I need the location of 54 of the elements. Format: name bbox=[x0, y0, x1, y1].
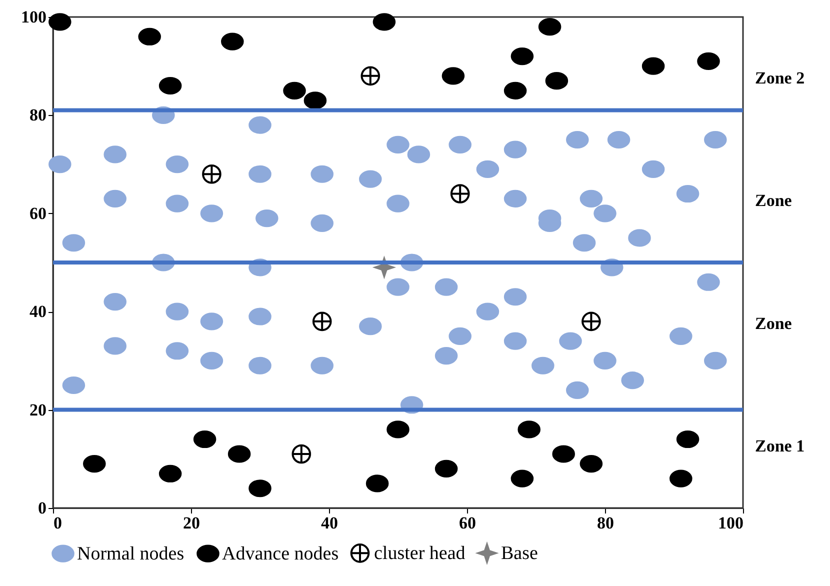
point bbox=[386, 420, 410, 438]
point bbox=[372, 13, 396, 31]
y-tick-label: 80 bbox=[30, 106, 46, 125]
point bbox=[283, 82, 306, 100]
x-tick-label: 40 bbox=[321, 514, 338, 532]
point bbox=[48, 13, 72, 31]
legend-label: Normal nodes bbox=[77, 544, 184, 565]
point bbox=[450, 184, 470, 204]
x-tick-label: 100 bbox=[718, 514, 744, 532]
point bbox=[582, 312, 601, 332]
x-tick-label: 0 bbox=[54, 514, 62, 532]
point bbox=[221, 32, 244, 50]
y-tick-label: 100 bbox=[21, 8, 46, 26]
x-tick-label: 80 bbox=[597, 514, 614, 532]
point bbox=[158, 76, 182, 95]
point bbox=[360, 66, 380, 86]
y-tick-label: 40 bbox=[30, 302, 46, 322]
point bbox=[312, 312, 332, 332]
point bbox=[676, 430, 700, 448]
point bbox=[518, 420, 540, 438]
point bbox=[292, 444, 312, 464]
point bbox=[510, 470, 534, 488]
point bbox=[138, 28, 161, 46]
point bbox=[552, 445, 575, 463]
legend-label: cluster head bbox=[374, 543, 466, 564]
point bbox=[158, 464, 182, 482]
point bbox=[193, 430, 216, 448]
legend-label: Base bbox=[501, 543, 538, 564]
text: Zone 2 bbox=[755, 68, 805, 88]
x-tick-label: 60 bbox=[459, 514, 476, 532]
y-tick-label: 0 bbox=[38, 498, 46, 518]
point bbox=[670, 470, 692, 488]
point bbox=[228, 445, 251, 463]
point bbox=[304, 92, 327, 110]
point bbox=[510, 47, 534, 66]
point bbox=[202, 164, 222, 184]
y-tick-label: 60 bbox=[30, 204, 46, 223]
point bbox=[366, 474, 389, 492]
legend-label: Advance nodes bbox=[222, 544, 339, 565]
point bbox=[434, 460, 458, 478]
x-tick-label: 20 bbox=[183, 514, 200, 532]
point bbox=[442, 67, 465, 85]
point bbox=[697, 52, 720, 70]
text: Zone bbox=[755, 314, 792, 333]
point bbox=[248, 480, 272, 498]
point bbox=[538, 18, 562, 36]
point bbox=[83, 455, 106, 473]
point bbox=[545, 72, 568, 90]
text: Zone 1 bbox=[755, 436, 805, 456]
text: Zone bbox=[755, 191, 792, 210]
point bbox=[642, 57, 665, 75]
point bbox=[504, 82, 527, 100]
point bbox=[580, 455, 603, 473]
y-tick-label: 20 bbox=[30, 400, 46, 420]
